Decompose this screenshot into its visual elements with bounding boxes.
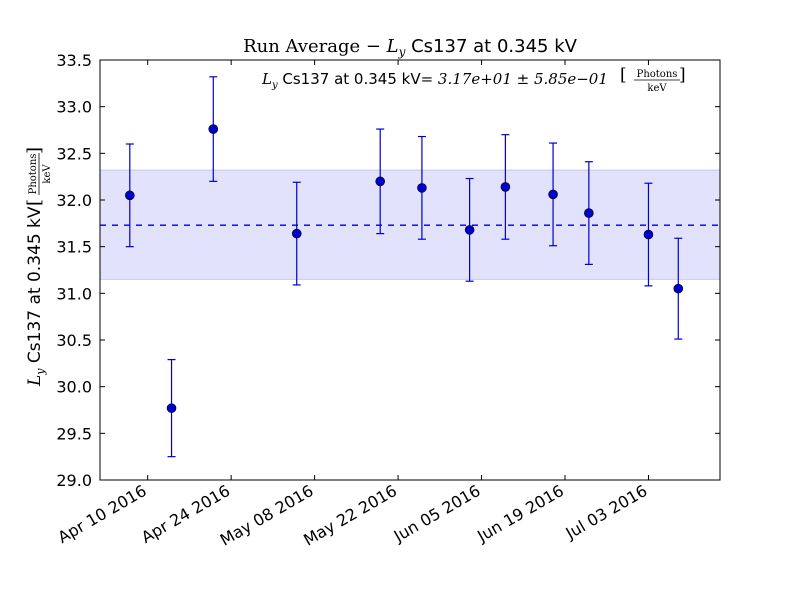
ylabel-unit-denominator: keV	[42, 164, 53, 184]
annotation-unit-numerator: Photons	[637, 69, 678, 80]
y-tick-label: 30.0	[56, 378, 92, 397]
annotation-unit-denominator: keV	[647, 83, 667, 94]
ylabel-sub: y	[34, 368, 47, 376]
annotation-value: = 3.17e+01 ± 5.85e−01	[421, 70, 608, 88]
ylabel-text: Cs137 at 0.345 kV	[25, 206, 45, 368]
data-point	[643, 229, 654, 240]
annotation-var: L	[261, 70, 272, 88]
data-point	[125, 190, 135, 201]
ylabel-unit-numerator: Photons	[28, 154, 39, 195]
data-point	[166, 403, 177, 413]
x-tick-label: Jun 19 2016	[473, 481, 567, 546]
data-point	[673, 283, 684, 294]
data-point	[208, 124, 219, 134]
title-var: L	[386, 36, 399, 57]
title-prefix: Run Average −	[243, 36, 387, 57]
plot-frame	[99, 59, 721, 481]
y-tick-label: 31.0	[56, 284, 92, 303]
data-points-group	[125, 76, 684, 458]
title-suffix: Cs137 at 0.345 kV	[405, 36, 577, 57]
title-sub: y	[398, 45, 406, 59]
y-tick-label: 33.0	[56, 98, 92, 117]
x-tick-label: May 08 2016	[217, 481, 317, 550]
annotation-unit-bracket-right: ]	[679, 65, 686, 85]
data-point	[584, 208, 594, 218]
ylabel-bracket-left: [	[24, 199, 45, 206]
y-tick-label: 33.5	[56, 51, 92, 70]
ylabel-var: L	[25, 375, 45, 387]
y-tick-label: 32.5	[56, 144, 92, 163]
annotation-sub: y	[271, 80, 278, 91]
uncertainty-band-group	[99, 169, 721, 280]
y-axis-ticks: 29.0 29.5 30.0 30.5 31.0 31.5 32.0 32.5 33.0 33.5	[56, 51, 720, 490]
y-axis-label: Ly Cs137 at 0.345 kV [ Photons keV ]	[24, 147, 53, 387]
data-point	[417, 183, 427, 193]
data-point	[500, 182, 511, 192]
chart-title: Run Average − Ly Cs137 at 0.345 kV	[243, 36, 578, 59]
x-tick-label: Apr 10 2016	[55, 481, 150, 547]
ylabel-bracket-right: ]	[24, 147, 45, 154]
fit-annotation: Ly Cs137 at 0.345 kV= 3.17e+01 ± 5.85e−0…	[261, 70, 608, 91]
data-point	[375, 176, 385, 187]
y-tick-label: 30.5	[56, 331, 92, 350]
uncertainty-band	[99, 169, 721, 280]
data-point	[548, 189, 558, 200]
x-tick-label: May 22 2016	[300, 481, 400, 550]
x-tick-label: Jul 03 2016	[562, 481, 651, 543]
x-tick-label: Jun 05 2016	[390, 481, 484, 546]
y-tick-label: 32.0	[56, 191, 92, 210]
data-point	[291, 228, 302, 239]
ylabel-main: Ly Cs137 at 0.345 kV	[25, 206, 47, 387]
y-tick-label: 29.0	[56, 471, 92, 490]
data-point	[464, 225, 475, 235]
annotation-unit: [ Photons keV ]	[620, 65, 686, 94]
annotation-text: Cs137 at 0.345 kV	[278, 70, 422, 88]
y-tick-label: 31.5	[56, 238, 92, 257]
annotation-unit-bracket-left: [	[620, 65, 627, 85]
y-tick-label: 29.5	[56, 424, 92, 443]
